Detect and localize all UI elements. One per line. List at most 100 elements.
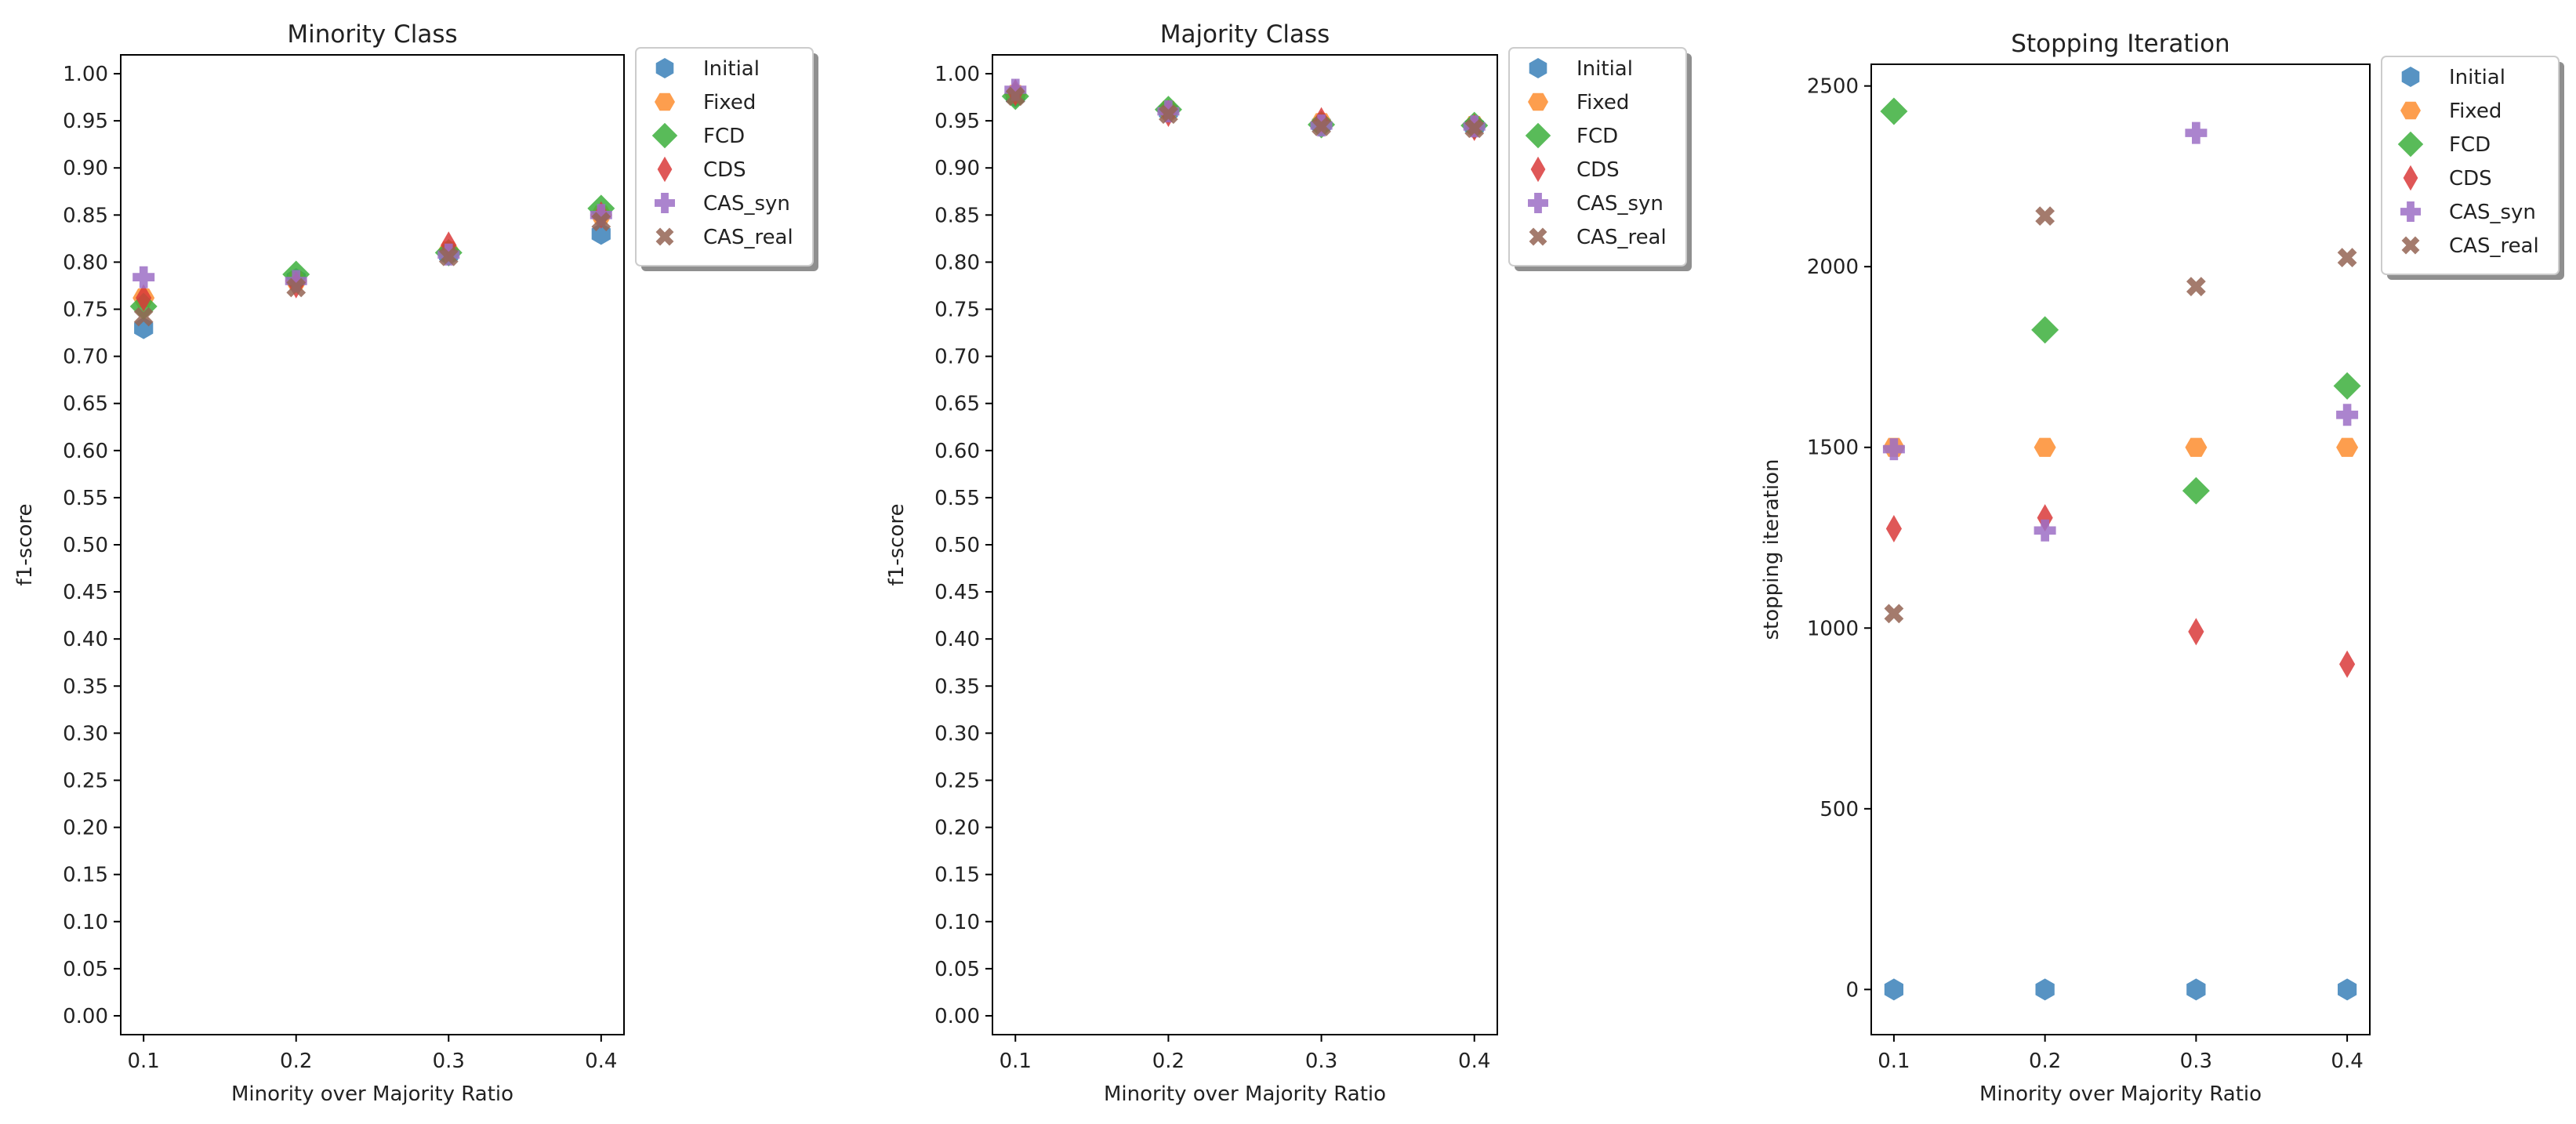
y-tick-label: 0.90 (934, 157, 980, 180)
x-tick-label: 0.2 (280, 1050, 312, 1073)
y-tick-label: 1000 (1807, 617, 1859, 640)
data-point-cas-real (2186, 277, 2206, 296)
data-point-cas-real (1464, 118, 1485, 139)
x-axis-label: Minority over Majority Ratio (1979, 1082, 2262, 1106)
data-point-cas-syn (285, 270, 307, 292)
x-tick-label: 0.4 (585, 1050, 617, 1073)
data-point-fcd (2031, 316, 2059, 344)
legend-label-initial: Initial (1576, 57, 1633, 81)
y-axis-label: f1-score (885, 504, 909, 586)
data-point-fixed (2034, 437, 2056, 457)
legend-marker-initial (2401, 67, 2420, 87)
chart-title: Majority Class (1160, 20, 1330, 49)
series-cas-real (1884, 206, 2357, 624)
legend-marker-initial (1529, 58, 1547, 78)
x-axis-label: Minority over Majority Ratio (1104, 1082, 1386, 1106)
y-tick-label: 0.05 (63, 958, 108, 981)
series-initial (1006, 85, 1484, 138)
legend-label-cas-real: CAS_real (2449, 234, 2539, 258)
y-tick-label: 1500 (1807, 437, 1859, 460)
data-point-cas-real (591, 212, 611, 232)
legend-marker-cas-real (2401, 236, 2420, 255)
series-cas-syn (1004, 78, 1486, 138)
legend-label-cas-syn: CAS_syn (703, 192, 790, 216)
legend-marker-fixed (655, 92, 675, 111)
legend-label-cas-real: CAS_real (703, 226, 793, 249)
legend-box (2381, 56, 2560, 275)
series-cas-syn (1882, 121, 2359, 542)
data-point-initial (1884, 978, 1903, 1001)
y-tick-label: 0.35 (63, 675, 108, 698)
series-cas-real (1005, 86, 1485, 139)
y-tick-label: 0.95 (934, 110, 980, 133)
y-axis-label: f1-score (13, 504, 37, 586)
data-point-cas-syn (132, 266, 155, 288)
data-point-cas-syn (1882, 438, 1905, 461)
y-tick-label: 0.25 (63, 769, 108, 792)
x-tick-label: 0.3 (2180, 1050, 2212, 1073)
legend-label-fixed: Fixed (2449, 100, 2502, 123)
x-tick-label: 0.1 (128, 1050, 160, 1073)
legend-label-fcd: FCD (2449, 133, 2491, 157)
y-tick-label: 2000 (1807, 256, 1859, 279)
y-tick-label: 0.95 (63, 110, 108, 133)
legend-marker-initial (655, 58, 674, 78)
y-tick-label: 500 (1820, 798, 1859, 821)
x-tick-label: 0.2 (1152, 1050, 1185, 1073)
y-tick-label: 0.85 (63, 204, 108, 227)
series-fcd (1880, 97, 2361, 505)
y-tick-label: 0.55 (63, 487, 108, 510)
legend-marker-cas-syn (655, 193, 675, 213)
legend-marker-fixed (2400, 101, 2421, 120)
y-tick-label: 0.90 (63, 157, 108, 180)
data-point-cas-real (2035, 206, 2055, 227)
legend-label-fixed: Fixed (1576, 91, 1629, 114)
legend-marker-cds (2403, 165, 2418, 191)
data-point-cas-syn (2034, 519, 2056, 542)
legend-marker-fcd (651, 122, 678, 149)
legend-label-cds: CDS (2449, 167, 2492, 190)
y-tick-label: 1.00 (63, 63, 108, 86)
y-tick-label: 0.40 (934, 628, 980, 651)
data-point-fixed (2336, 437, 2359, 457)
series-cas-real (133, 212, 611, 327)
legend: Initial Fixed FCD CDS CAS_syn CAS_real (635, 47, 818, 271)
y-tick-label: 0.55 (934, 487, 980, 510)
chart-title: Stopping Iteration (2011, 30, 2230, 58)
x-axis-label: Minority over Majority Ratio (231, 1082, 513, 1106)
plot-area (1870, 63, 2371, 1035)
legend-marker-cas-syn (1528, 193, 1548, 213)
data-point-cas-real (438, 246, 459, 266)
legend-marker-cas-syn (2400, 201, 2421, 222)
legend-label-initial: Initial (703, 57, 760, 81)
series-fixed (132, 205, 612, 308)
y-tick-label: 0.65 (934, 393, 980, 416)
legend-label-fcd: FCD (703, 125, 745, 148)
y-tick-label: 0.80 (934, 251, 980, 274)
series-cds (1007, 78, 1482, 142)
data-point-cas-real (2337, 248, 2357, 268)
plot-area (992, 54, 1498, 1035)
x-tick-label: 0.4 (2331, 1050, 2363, 1073)
y-tick-label: 0.30 (63, 722, 108, 745)
series-initial (134, 223, 611, 339)
legend-label-cds: CDS (1576, 158, 1620, 182)
y-tick-label: 0.05 (934, 958, 980, 981)
legend-label-cas-syn: CAS_syn (1576, 192, 1664, 216)
y-tick-label: 0.15 (63, 864, 108, 887)
y-tick-label: 0.20 (934, 817, 980, 840)
y-tick-label: 0.15 (934, 864, 980, 887)
series-initial (1884, 978, 2357, 1001)
data-point-cas-syn (2336, 404, 2359, 426)
y-tick-label: 0.70 (934, 346, 980, 369)
y-tick-label: 2500 (1807, 75, 1859, 99)
y-tick-label: 0.45 (63, 581, 108, 604)
series-cds (1885, 504, 2356, 678)
data-point-initial (2338, 978, 2357, 1001)
stopping-iteration-chart: Stopping Iteration 0.1 0.2 0.3 0.4 0 500 1000 15… (1760, 30, 2564, 1106)
x-tick-label: 0.2 (2029, 1050, 2061, 1073)
majority-class-chart: Majority Class 0.1 0.2 0.3 0.4 0.00 0.05 0.10 0.… (885, 20, 1692, 1106)
data-point-cas-syn (2185, 121, 2208, 144)
y-tick-label: 0.85 (934, 204, 980, 227)
y-tick-label: 0.75 (63, 299, 108, 322)
